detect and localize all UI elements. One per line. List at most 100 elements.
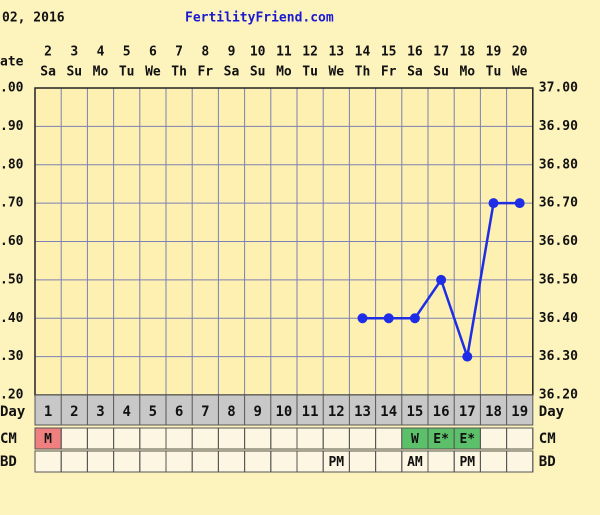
date-label: 6 (149, 45, 157, 60)
date-label: 4 (97, 45, 105, 60)
y-tick-label-left: .60 (0, 234, 24, 249)
date-label: 19 (486, 45, 502, 60)
weekday-label: Tu (119, 65, 135, 80)
date-label: 12 (302, 45, 318, 60)
cycle-day: 14 (380, 404, 397, 420)
date-label: 14 (355, 45, 371, 60)
date-label: 9 (228, 45, 236, 60)
cycle-day: 7 (201, 404, 209, 420)
cycle-day: 16 (433, 404, 450, 420)
date-label: 5 (123, 45, 131, 60)
row-label-left: BD (0, 454, 17, 470)
weekday-label: Sa (40, 65, 56, 80)
y-tick-label-right: 36.20 (539, 388, 578, 403)
cycle-day: 10 (275, 404, 292, 420)
y-tick-label-right: 37.00 (539, 81, 578, 96)
y-tick-label-left: .30 (0, 349, 24, 364)
y-tick-label-right: 36.30 (539, 349, 578, 364)
y-tick-label-right: 36.40 (539, 311, 578, 326)
cycle-day: 17 (459, 404, 476, 420)
row-label-right: BD (539, 454, 556, 470)
bd-entry: PM (459, 455, 475, 470)
row-label-left: Day (0, 404, 26, 420)
weekday-label: Sa (224, 65, 240, 80)
cycle-day: 4 (122, 404, 130, 420)
date-label: 16 (407, 45, 423, 60)
x-header: ate (0, 55, 24, 70)
weekday-label: Tu (302, 65, 318, 80)
y-tick-label-right: 36.90 (539, 119, 578, 134)
y-tick-label-left: .40 (0, 311, 24, 326)
weekday-label: Th (171, 65, 187, 80)
cycle-day: 5 (149, 404, 157, 420)
temp-point (383, 313, 394, 324)
cycle-day: 18 (485, 404, 502, 420)
date-label: 7 (175, 45, 183, 60)
date-label: 17 (433, 45, 449, 60)
weekday-label: We (328, 65, 344, 80)
date-label: 10 (250, 45, 266, 60)
date-label: 8 (201, 45, 209, 60)
temp-point (436, 274, 447, 285)
weekday-label: Sa (407, 65, 423, 80)
temp-point (462, 351, 473, 362)
cm-entry: W (411, 432, 419, 447)
cycle-day: 19 (511, 404, 528, 420)
weekday-label: Fr (381, 65, 397, 80)
day-row (34, 394, 534, 426)
weekday-label: We (512, 65, 528, 80)
weekday-label: Fr (197, 65, 213, 80)
bd-entry: AM (407, 455, 423, 470)
date-label: 3 (70, 45, 78, 60)
row-label-left: CM (0, 431, 17, 447)
weekday-label: Th (355, 65, 371, 80)
y-tick-label-left: .20 (0, 388, 24, 403)
temp-point (409, 313, 420, 324)
chart-title: FertilityFriend.com (185, 11, 334, 26)
cycle-day: 8 (227, 404, 235, 420)
cycle-day: 3 (96, 404, 104, 420)
date-label: 13 (328, 45, 344, 60)
y-tick-label-right: 36.80 (539, 157, 578, 172)
cycle-day: 1 (44, 404, 52, 420)
cm-entry: E* (433, 432, 449, 447)
y-tick-label-right: 36.70 (539, 196, 578, 211)
y-tick-label-left: .90 (0, 119, 24, 134)
temp-point (488, 198, 499, 209)
bd-row (34, 450, 534, 473)
date-label: 2 (44, 45, 52, 60)
weekday-label: We (145, 65, 161, 80)
weekday-label: Tu (486, 65, 502, 80)
bd-entry: PM (328, 455, 344, 470)
chart-subtitle: 02, 2016 (2, 11, 65, 26)
date-label: 18 (459, 45, 475, 60)
cycle-day: 12 (328, 404, 345, 420)
y-tick-label-right: 36.50 (539, 272, 578, 287)
cycle-day: 11 (302, 404, 319, 420)
temp-point (514, 198, 525, 209)
y-tick-label-left: .50 (0, 272, 24, 287)
date-label: 15 (381, 45, 397, 60)
cycle-day: 9 (253, 404, 261, 420)
y-tick-label-left: .00 (0, 81, 24, 96)
y-tick-label-left: .80 (0, 157, 24, 172)
cm-entry: M (44, 432, 52, 447)
weekday-label: Mo (459, 65, 475, 80)
cm-cell (506, 427, 534, 450)
temp-point (357, 313, 368, 324)
y-tick-label-right: 36.60 (539, 234, 578, 249)
weekday-label: Su (250, 65, 266, 80)
cm-entry: E* (459, 432, 475, 447)
weekday-label: Mo (93, 65, 109, 80)
cycle-day: 15 (406, 404, 423, 420)
date-label: 11 (276, 45, 292, 60)
bd-cell (506, 450, 534, 473)
weekday-label: Mo (276, 65, 292, 80)
cycle-day: 6 (175, 404, 183, 420)
row-label-right: Day (539, 404, 565, 420)
cycle-day: 2 (70, 404, 78, 420)
y-tick-label-left: .70 (0, 196, 24, 211)
cycle-day: 13 (354, 404, 371, 420)
weekday-label: Su (433, 65, 449, 80)
